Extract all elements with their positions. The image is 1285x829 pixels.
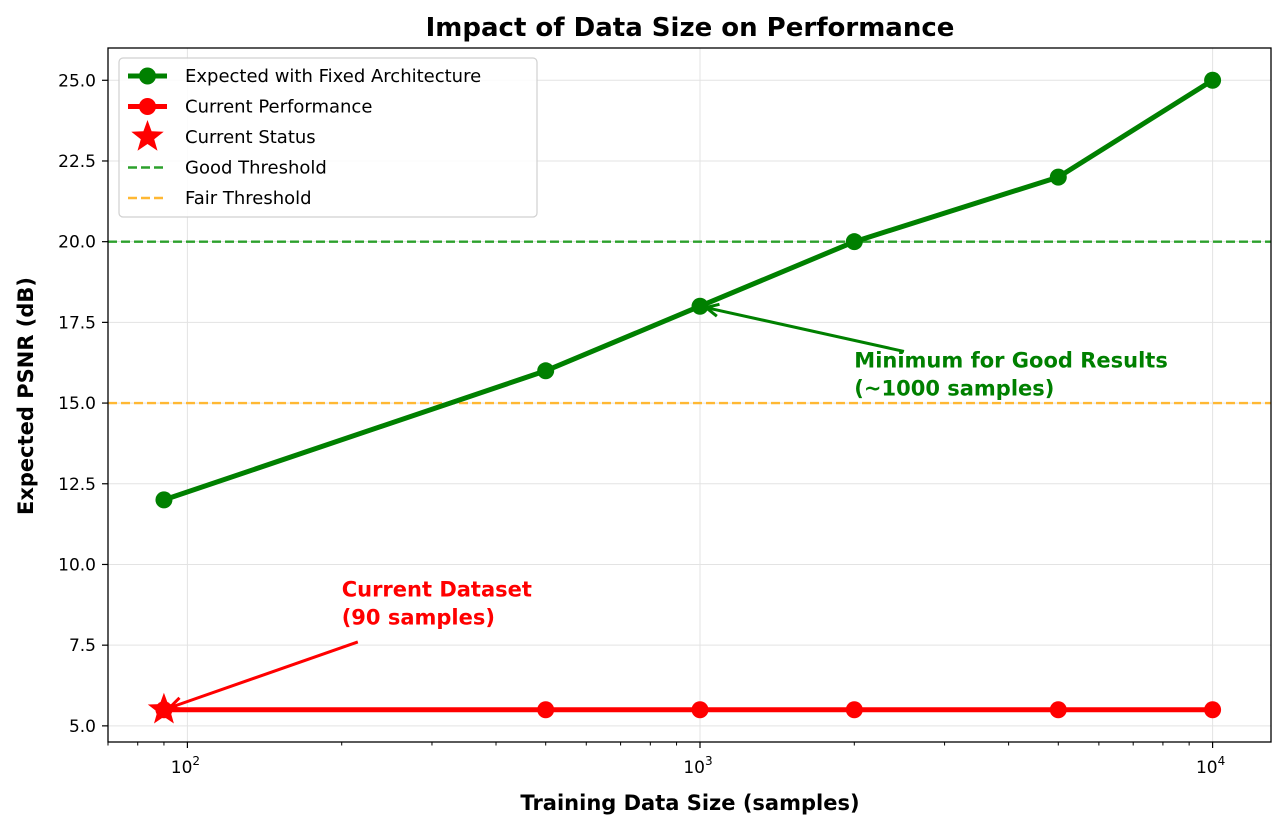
y-axis-label: Expected PSNR (dB) [14, 277, 38, 515]
data-point [1049, 701, 1067, 719]
y-tick-label: 22.5 [58, 152, 96, 172]
series [147, 71, 1222, 724]
data-point [537, 701, 555, 719]
annotation-arrowhead [702, 302, 720, 318]
data-point [691, 701, 709, 719]
grid [108, 48, 1271, 742]
legend-label: Current Performance [185, 97, 372, 118]
legend: Expected with Fixed Architecture Current … [118, 57, 538, 218]
legend-star [131, 120, 164, 151]
x-tick-label: 102 [171, 754, 200, 778]
x-tick-label: 104 [1196, 754, 1225, 778]
legend-label: Expected with Fixed Architecture [185, 66, 481, 87]
legend-label: Current Status [185, 127, 316, 148]
plot-frame [107, 47, 1272, 743]
x-axis-label: Training Data Size (samples) [520, 791, 859, 815]
annotation-arrowhead [166, 696, 184, 711]
legend-label: Fair Threshold [185, 188, 312, 209]
annotation-arrow [169, 640, 359, 710]
series-line [161, 77, 1216, 503]
y-tick-label: 25.0 [58, 71, 96, 91]
y-tick-label: 17.5 [58, 313, 96, 333]
y-tick-label: 20.0 [58, 233, 96, 253]
annotations: Current Dataset (90 samples) Minimum for G… [166, 302, 1168, 711]
data-point [1049, 168, 1067, 186]
y-tick-label: 15.0 [58, 394, 96, 414]
legend-marker [139, 98, 156, 115]
threshold-lines [108, 240, 1271, 405]
data-point [155, 491, 173, 509]
x-tick-label: 103 [683, 754, 712, 778]
chart-title: Impact of Data Size on Performance [426, 13, 955, 43]
data-point [845, 233, 863, 251]
data-point [1204, 71, 1222, 89]
legend-label: Good Threshold [185, 158, 327, 179]
data-point [691, 297, 709, 315]
legend-marker [139, 67, 156, 85]
annotation-arrow [705, 306, 905, 353]
legend-box [118, 57, 538, 218]
y-tick-label: 10.0 [58, 555, 96, 575]
annotation-text: Current Dataset (90 samples) [342, 578, 532, 630]
ticks: 5.0 7.5 10.0 12.5 15.0 17.5 20.0 22.5 25.0 102 103… [58, 71, 1225, 778]
y-tick-label: 7.5 [69, 636, 96, 656]
data-point [845, 701, 863, 719]
y-tick-label: 12.5 [58, 475, 96, 495]
current-status-star [147, 692, 181, 724]
y-tick-label: 5.0 [69, 717, 96, 737]
annotation-text: Minimum for Good Results (~1000 samples) [854, 349, 1168, 401]
data-point [1204, 701, 1222, 719]
data-point [537, 362, 555, 380]
